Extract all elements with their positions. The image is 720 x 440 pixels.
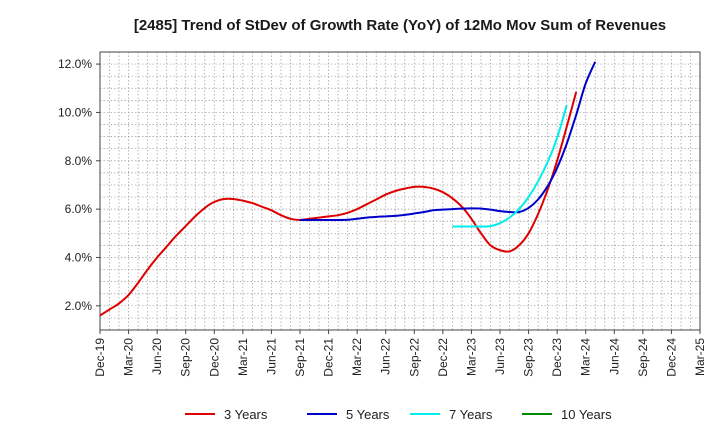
y-tick-label: 2.0% [65,299,93,313]
y-axis: 2.0% 4.0% 6.0% 8.0% 10.0% 12.0% [58,57,100,313]
legend-label-7-years: 7 Years [449,407,493,422]
x-tick-label: Dec-24 [664,338,678,377]
x-tick-label: Sep-23 [522,338,536,377]
legend-label-10-years: 10 Years [561,407,612,422]
series-line-7-years [452,104,568,228]
chart-title: [2485] Trend of StDev of Growth Rate (Yo… [134,17,666,34]
x-tick-label: Dec-19 [93,338,107,377]
x-tick-label: Mar-23 [464,338,478,376]
x-tick-label: Jun-23 [493,338,507,375]
x-tick-label: Mar-22 [350,338,364,376]
series-line-5-years [300,61,597,221]
y-tick-label: 6.0% [65,202,93,216]
series-line-3-years [99,91,578,317]
x-tick-label: Mar-24 [579,338,593,376]
y-tick-label: 8.0% [65,154,93,168]
x-tick-label: Dec-23 [550,338,564,377]
series-layer [99,61,597,317]
x-tick-label: Dec-20 [207,338,221,377]
x-tick-label: Sep-21 [293,338,307,377]
plot-frame [99,51,701,331]
x-tick-label: Mar-25 [693,338,707,376]
y-tick-label: 12.0% [58,57,92,71]
x-tick-label: Dec-21 [322,338,336,377]
y-tick-label: 10.0% [58,105,92,119]
x-tick-label: Sep-20 [179,338,193,377]
x-tick-label: Jun-22 [379,338,393,375]
x-tick-label: Sep-24 [636,338,650,377]
legend-label-3-years: 3 Years [224,407,268,422]
legend: 3 Years 5 Years 7 Years 10 Years [185,407,612,422]
x-axis: Dec-19 Mar-20 Jun-20 Sep-20 Dec-20 Mar-21 Jun-… [93,330,707,377]
x-tick-label: Mar-21 [236,338,250,376]
x-tick-label: Jun-20 [150,338,164,375]
x-tick-label: Jun-21 [264,338,278,375]
x-tick-label: Mar-20 [122,338,136,376]
x-tick-label: Sep-22 [407,338,421,377]
y-tick-label: 4.0% [65,250,93,264]
grid [100,52,700,330]
legend-label-5-years: 5 Years [346,407,390,422]
x-tick-label: Jun-24 [607,338,621,375]
x-tick-label: Dec-22 [436,338,450,377]
